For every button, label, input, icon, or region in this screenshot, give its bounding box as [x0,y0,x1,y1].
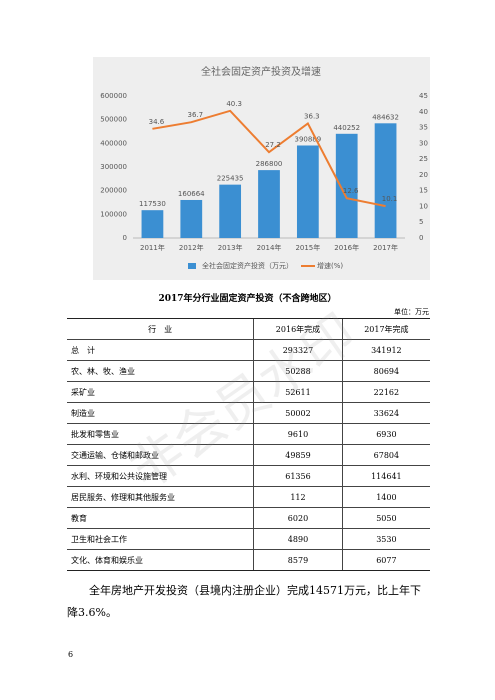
table-cell: 33624 [341,402,430,424]
chart-title: 全社会固定资产投资及增速 [201,65,321,78]
legend-label: 全社会固定资产投资（万元） [202,261,293,270]
table-row: 交通运输、仓储和邮政业 49859 67804 [67,444,430,466]
x-tick-label: 2015年 [295,243,320,252]
bar [219,184,242,238]
y2-tick-label: 40 [419,108,428,116]
table-cell: 3530 [341,528,430,550]
legend-swatch [188,263,196,269]
y2-tick-label: 0 [419,234,423,242]
chart: 全社会固定资产投资及增速 010000020000030000040000050… [93,57,430,280]
x-tick-label: 2011年 [140,243,165,252]
table-cell: 80694 [341,360,430,382]
table-cell: 112 [253,486,343,508]
bar-value-label: 440252 [333,124,360,132]
bar [258,170,280,238]
legend-label: 增速(%) [317,261,343,270]
table-row: 文化、体育和娱乐业 8579 6077 [67,549,430,571]
y-tick-label: 400000 [100,139,127,147]
y-tick-label: 300000 [100,163,127,171]
bar-value-label: 484632 [372,113,399,121]
bar-value-label: 160664 [178,190,205,198]
table-cell: 行 业 [67,318,254,340]
y2-tick-label: 10 [419,202,428,210]
line-value-label: 12.6 [343,187,359,195]
line-value-label: 36.3 [304,112,320,120]
table-row: 居民服务、修理和其他服务业 112 1400 [67,486,430,508]
y-tick-label: 200000 [100,187,127,195]
bar-value-label: 390889 [294,135,321,143]
table-row: 行 业 2016年完成 2017年完成 [67,318,430,340]
line-value-label: 36.7 [187,111,203,119]
line [152,109,386,208]
table-cell: 6930 [341,423,430,445]
table-row: 教育 6020 5050 [67,507,430,529]
x-tick-label: 2017年 [373,243,398,252]
table-cell: 卫生和社会工作 [67,528,254,550]
table-cell: 9610 [253,423,343,445]
bar [296,145,319,238]
table-cell: 49859 [253,444,343,466]
table-cell: 61356 [253,465,343,487]
table-title: 2017年分行业固定资产投资（不含跨地区） [158,294,337,304]
paragraph: 全年房地产开发投资（县境内注册企业）完成14571万元，比上年下降3.6%。 [67,584,421,619]
bar [335,133,358,238]
y-tick-label: 100000 [100,210,127,218]
bar-value-label: 286800 [256,160,283,168]
y2-tick-label: 45 [419,92,428,100]
table-row: 制造业 50002 33624 [67,402,430,424]
table-cell: 6020 [253,507,343,529]
y-tick-label: 0 [123,234,127,242]
table-unit: 单位：万元 [394,308,429,316]
table-cell: 4890 [253,528,343,550]
table-row: 采矿业 52611 22162 [67,381,430,403]
y2-tick-label: 25 [419,155,428,163]
bar [374,123,397,238]
y-tick-label: 500000 [100,116,127,124]
table-cell: 教育 [67,507,254,529]
bar [141,210,164,238]
table-cell: 1400 [341,486,430,508]
table-cell: 8579 [253,549,343,571]
x-tick-label: 2016年 [334,243,359,252]
line-value-label: 34.6 [149,118,165,126]
bar [180,199,203,238]
x-tick-label: 2014年 [257,243,282,252]
x-tick-label: 2013年 [218,243,243,252]
table-row: 卫生和社会工作 4890 3530 [67,528,430,550]
y2-tick-label: 30 [419,139,428,147]
table-cell: 114641 [341,465,430,487]
table-cell: 文化、体育和娱乐业 [67,549,254,571]
page-number: 6 [68,650,74,659]
y2-tick-label: 15 [419,187,428,195]
table-cell: 67804 [341,444,430,466]
table-row: 水利、环境和公共设施管理 61356 114641 [67,465,430,487]
table-cell: 5050 [341,507,430,529]
table-cell: 总 计 [67,339,254,361]
line-value-label: 40.3 [226,100,242,108]
y2-tick-label: 20 [419,171,428,179]
table-cell: 6077 [341,549,430,571]
line-value-label: 10.1 [382,195,398,203]
bar-value-label: 225435 [217,175,244,183]
y-tick-label: 600000 [100,92,127,100]
bar-value-label: 117530 [139,200,166,208]
table-row: 农、林、牧、渔业 50288 80694 [67,360,430,382]
line-value-label: 27.2 [265,141,281,149]
x-tick-label: 2012年 [179,243,204,252]
table-cell: 22162 [341,381,430,403]
table-row: 批发和零售业 9610 6930 [67,423,430,445]
chart-background [93,57,430,280]
y2-tick-label: 35 [419,124,428,132]
y2-tick-label: 5 [419,218,423,226]
table: 行 业 2016年完成 2017年完成总 计 293327 341912 农、林、牧、渔业… [67,318,430,571]
